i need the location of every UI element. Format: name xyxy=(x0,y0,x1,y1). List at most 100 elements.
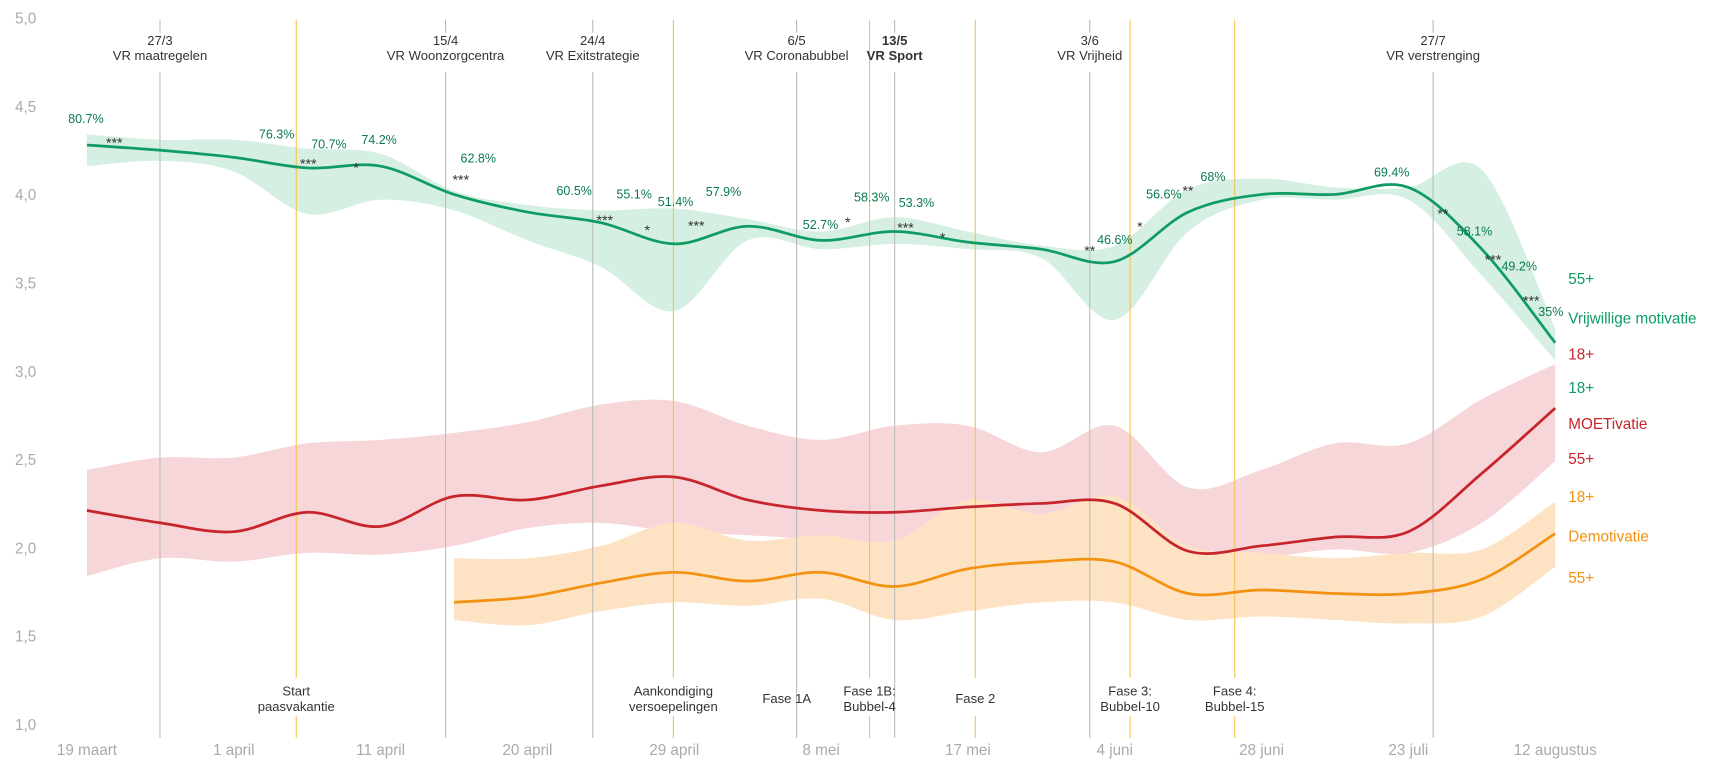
percent-label: 58.3% xyxy=(854,191,890,205)
band-lower-label: 55+ xyxy=(1568,451,1594,468)
event-label: VR Vrijheid xyxy=(1057,48,1122,63)
x-tick-label: 29 april xyxy=(649,742,699,759)
x-tick-label: 4 juni xyxy=(1096,742,1132,759)
band xyxy=(86,363,1556,576)
event-label: Start xyxy=(282,684,310,699)
legend-entry: Vrijwillige motivatie xyxy=(1568,310,1696,327)
percent-label: 52.7% xyxy=(803,218,839,232)
band xyxy=(86,134,1556,361)
event-label: Aankondiging xyxy=(634,684,713,699)
event-date: 27/7 xyxy=(1420,33,1445,48)
significance-label: * xyxy=(940,230,946,246)
percent-label: 49.2% xyxy=(1501,259,1537,273)
event-label: Bubbel-15 xyxy=(1205,699,1265,714)
x-tick-label: 23 juli xyxy=(1388,742,1428,759)
percent-label: 57.9% xyxy=(706,185,742,199)
percent-label: 55.1% xyxy=(616,187,652,201)
event-label: VR Coronabubbel xyxy=(745,48,849,63)
x-tick-label: 12 augustus xyxy=(1514,742,1597,759)
event-date: 3/6 xyxy=(1081,33,1099,48)
percent-label: 80.7% xyxy=(68,112,104,126)
significance-label: *** xyxy=(106,136,123,152)
y-tick-label: 1,0 xyxy=(15,717,36,734)
percent-label: 76.3% xyxy=(259,127,295,141)
event-label: VR verstrenging xyxy=(1386,48,1480,63)
percent-label: 74.2% xyxy=(361,133,397,147)
event-label: Bubbel-10 xyxy=(1100,699,1160,714)
percent-label: 56.6% xyxy=(1146,187,1182,201)
event-label: Fase 4: xyxy=(1213,684,1257,699)
x-tick-label: 1 april xyxy=(213,742,255,759)
y-tick-label: 4,0 xyxy=(15,187,36,204)
y-tick-label: 3,0 xyxy=(15,364,36,381)
y-tick-label: 2,0 xyxy=(15,540,36,557)
legend-entry: Demotivatie xyxy=(1568,528,1649,545)
y-tick-label: 2,5 xyxy=(15,452,36,469)
event-date: 24/4 xyxy=(580,33,605,48)
legend-entry: MOETivatie xyxy=(1568,416,1647,433)
bands xyxy=(86,134,1556,626)
percent-label: 53.3% xyxy=(899,196,935,210)
significance-label: *** xyxy=(1523,294,1540,310)
band-lower-label: 18+ xyxy=(1568,380,1594,397)
percent-label: 69.4% xyxy=(1374,166,1410,180)
event-label: VR Woonzorgcentra xyxy=(387,48,505,63)
x-tick-label: 20 april xyxy=(502,742,552,759)
significance-label: *** xyxy=(596,213,613,229)
percent-label: 62.8% xyxy=(461,151,497,165)
significance-label: * xyxy=(353,161,359,177)
y-tick-label: 1,5 xyxy=(15,629,36,646)
percent-label: 51.4% xyxy=(658,195,693,209)
significance-label: ** xyxy=(1437,206,1449,222)
band-upper-label: 18+ xyxy=(1568,346,1594,363)
event-label: Fase 1B: xyxy=(843,684,895,699)
y-tick-label: 4,5 xyxy=(15,99,36,116)
band xyxy=(454,495,1556,626)
event-label: VR maatregelen xyxy=(113,48,208,63)
significance-label: *** xyxy=(688,218,705,234)
lines xyxy=(86,143,1557,604)
event-label: Fase 3: xyxy=(1108,684,1152,699)
percent-label: 46.6% xyxy=(1097,233,1133,247)
x-tick-label: 17 mei xyxy=(945,742,991,759)
event-date: 15/4 xyxy=(433,33,458,48)
significance-label: *** xyxy=(453,173,470,189)
event-label: Bubbel-4 xyxy=(843,699,895,714)
x-tick-label: 28 juni xyxy=(1239,742,1284,759)
event-date: 13/5 xyxy=(882,33,907,48)
band-lower-label: 55+ xyxy=(1568,570,1594,587)
percent-label: 70.7% xyxy=(311,137,347,151)
event-date: 6/5 xyxy=(787,33,805,48)
series-line xyxy=(86,407,1557,555)
percent-label: 35% xyxy=(1538,305,1563,319)
event-label: versoepelingen xyxy=(629,699,718,714)
event-date: 27/3 xyxy=(147,33,172,48)
series-line xyxy=(453,532,1556,604)
percent-label: 58.1% xyxy=(1457,224,1493,238)
significance-label: *** xyxy=(897,221,914,237)
significance-label: *** xyxy=(1485,252,1502,268)
significance-label: *** xyxy=(300,156,317,172)
band-upper-label: 18+ xyxy=(1568,489,1594,506)
x-tick-label: 8 mei xyxy=(802,742,839,759)
x-tick-label: 19 maart xyxy=(57,742,118,759)
event-label: Fase 2 xyxy=(955,691,995,706)
significance-label: * xyxy=(644,223,650,239)
significance-label: ** xyxy=(1084,244,1096,260)
event-label: Fase 1A xyxy=(762,691,811,706)
y-tick-label: 5,0 xyxy=(15,11,36,28)
events xyxy=(159,19,1434,738)
significance-label: * xyxy=(1137,220,1143,236)
series-line xyxy=(86,143,1557,344)
percent-label: 68% xyxy=(1200,170,1225,184)
x-tick-label: 11 april xyxy=(356,742,405,759)
band-upper-label: 55+ xyxy=(1568,271,1594,288)
event-label: VR Sport xyxy=(867,48,924,63)
event-label: VR Exitstrategie xyxy=(546,48,640,63)
significance-label: * xyxy=(845,215,851,231)
percent-label: 60.5% xyxy=(556,184,591,198)
y-tick-label: 3,5 xyxy=(15,276,36,293)
significance-label: ** xyxy=(1182,184,1194,200)
event-label: paasvakantie xyxy=(258,699,335,714)
